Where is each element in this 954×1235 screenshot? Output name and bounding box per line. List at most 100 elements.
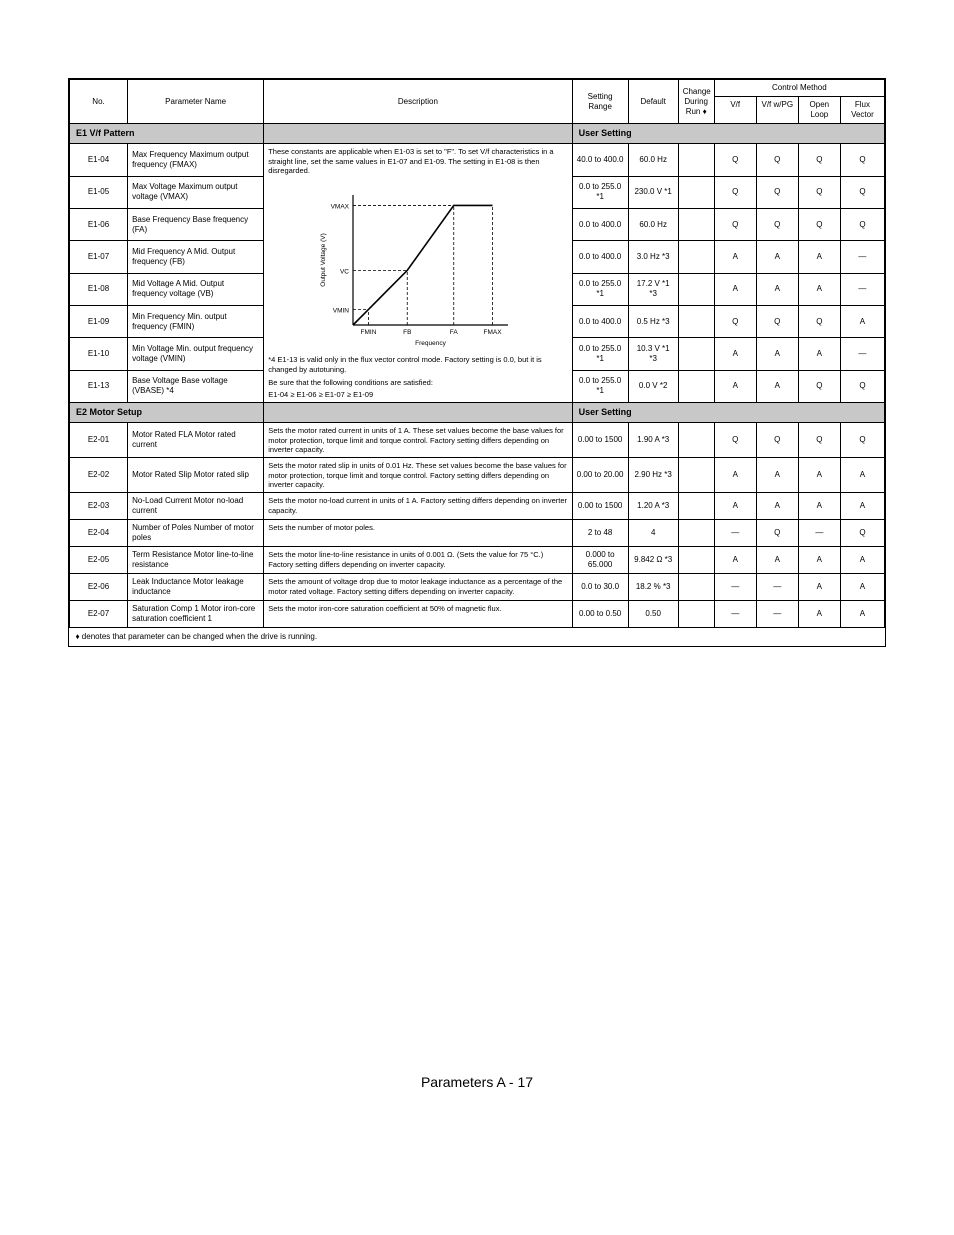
cell-default: 10.3 V *1 *3 [628, 338, 678, 370]
cell-no: E1-08 [70, 273, 128, 305]
cell-default: 60.0 Hz [628, 208, 678, 240]
cell-default: 0.5 Hz *3 [628, 305, 678, 337]
cell-m2: Q [798, 176, 840, 208]
param-table: No. Parameter Name Description Setting R… [69, 79, 885, 646]
cell-user[interactable] [678, 458, 714, 493]
cell-user[interactable] [678, 241, 714, 273]
cell-range: 0.0 to 255.0 *1 [572, 338, 628, 370]
e1-note-4: *4 E1-13 is valid only in the flux vecto… [268, 355, 567, 374]
cell-m3: Q [840, 520, 884, 547]
cell-desc: Sets the motor rated current in units of… [264, 423, 572, 458]
cell-desc: Sets the motor rated slip in units of 0.… [264, 458, 572, 493]
cell-default: 230.0 V *1 [628, 176, 678, 208]
cell-default: 18.2 % *3 [628, 574, 678, 601]
cell-range: 0.0 to 400.0 [572, 241, 628, 273]
cell-m0: Q [714, 144, 756, 176]
cell-m0: A [714, 458, 756, 493]
cell-m2: Q [798, 305, 840, 337]
cell-range: 0.00 to 0.50 [572, 601, 628, 628]
cell-m3: A [840, 547, 884, 574]
cell-user[interactable] [678, 338, 714, 370]
svg-text:FMIN: FMIN [360, 329, 376, 336]
cell-no: E2-05 [70, 547, 128, 574]
cell-user[interactable] [678, 601, 714, 628]
cell-no: E1-13 [70, 370, 128, 402]
cell-m1: A [756, 493, 798, 520]
cell-m2: Q [798, 423, 840, 458]
cell-name: Number of Poles Number of motor poles [128, 520, 264, 547]
cell-m0: A [714, 493, 756, 520]
cell-user[interactable] [678, 493, 714, 520]
cell-default: 0.50 [628, 601, 678, 628]
svg-text:VMAX: VMAX [330, 204, 349, 211]
section-e1-blank [264, 124, 572, 144]
cell-m1: A [756, 241, 798, 273]
table-row: E2-04 Number of Poles Number of motor po… [70, 520, 885, 547]
cell-range: 0.0 to 255.0 *1 [572, 273, 628, 305]
cell-m3: Q [840, 423, 884, 458]
section-e1-title: E1 V/f Pattern [70, 124, 264, 144]
cell-m3: A [840, 574, 884, 601]
cell-m2: Q [798, 208, 840, 240]
hdr-mode-0: V/f [714, 97, 756, 124]
cell-m0: Q [714, 208, 756, 240]
cell-m2: Q [798, 370, 840, 402]
svg-text:FB: FB [403, 329, 411, 336]
cell-no: E1-06 [70, 208, 128, 240]
cell-m3: — [840, 273, 884, 305]
table-row: E2-02 Motor Rated Slip Motor rated slip … [70, 458, 885, 493]
e1-note-cond: Be sure that the following conditions ar… [268, 378, 567, 387]
cell-default: 0.0 V *2 [628, 370, 678, 402]
cell-m2: A [798, 241, 840, 273]
hdr-no: No. [70, 80, 128, 124]
cell-m1: Q [756, 176, 798, 208]
hdr-range: Setting Range [572, 80, 628, 124]
cell-m0: — [714, 574, 756, 601]
hdr-mode-2: Open Loop [798, 97, 840, 124]
cell-m1: A [756, 370, 798, 402]
cell-user[interactable] [678, 370, 714, 402]
cell-user[interactable] [678, 273, 714, 305]
cell-user[interactable] [678, 547, 714, 574]
cell-no: E2-03 [70, 493, 128, 520]
cell-user[interactable] [678, 520, 714, 547]
cell-user[interactable] [678, 176, 714, 208]
section-e2-user: User Setting [572, 402, 884, 422]
cell-range: 40.0 to 400.0 [572, 144, 628, 176]
section-e2-title: E2 Motor Setup [70, 402, 264, 422]
cell-name: Leak Inductance Motor leakage inductance [128, 574, 264, 601]
cell-m3: Q [840, 208, 884, 240]
cell-m1: Q [756, 144, 798, 176]
cell-user[interactable] [678, 305, 714, 337]
cell-no: E1-05 [70, 176, 128, 208]
cell-m0: Q [714, 423, 756, 458]
cell-m1: Q [756, 208, 798, 240]
hdr-desc: Description [264, 80, 572, 124]
cell-range: 0.00 to 1500 [572, 423, 628, 458]
cell-default: 9.842 Ω *3 [628, 547, 678, 574]
table-row: E1-04 Max Frequency Maximum output frequ… [70, 144, 885, 176]
cell-name: Motor Rated Slip Motor rated slip [128, 458, 264, 493]
cell-m2: A [798, 338, 840, 370]
cell-range: 0.000 to 65.000 [572, 547, 628, 574]
cell-m1: A [756, 338, 798, 370]
cell-name: Mid Voltage A Mid. Output frequency volt… [128, 273, 264, 305]
cell-e1-desc: These constants are applicable when E1-0… [264, 144, 572, 403]
cell-no: E1-07 [70, 241, 128, 273]
e1-cond: E1-04 ≥ E1-06 ≥ E1-07 ≥ E1-09 [268, 390, 567, 399]
cell-name: Max Frequency Maximum output frequency (… [128, 144, 264, 176]
cell-user[interactable] [678, 574, 714, 601]
cell-no: E2-02 [70, 458, 128, 493]
svg-text:Output Voltage (V): Output Voltage (V) [320, 234, 327, 287]
cell-user[interactable] [678, 423, 714, 458]
cell-no: E1-10 [70, 338, 128, 370]
cell-user[interactable] [678, 144, 714, 176]
cell-name: Term Resistance Motor line-to-line resis… [128, 547, 264, 574]
cell-name: Min Frequency Min. output frequency (FMI… [128, 305, 264, 337]
hdr-name: Parameter Name [128, 80, 264, 124]
cell-m0: A [714, 338, 756, 370]
cell-m2: A [798, 601, 840, 628]
cell-no: E1-09 [70, 305, 128, 337]
cell-user[interactable] [678, 208, 714, 240]
cell-m2: Q [798, 144, 840, 176]
